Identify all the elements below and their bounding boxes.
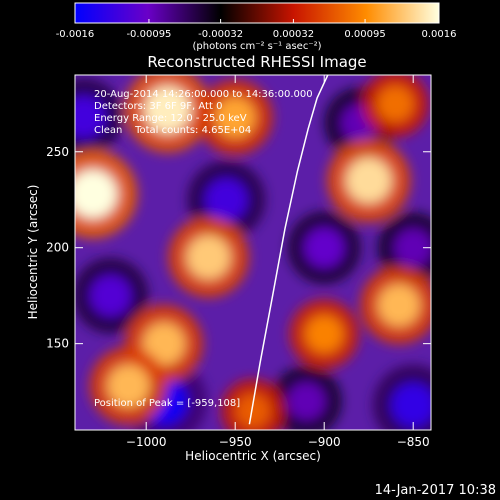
axis-ticks: −1000 −950 −900 −850 150 200 250 — [46, 75, 431, 449]
x-tick-label: −1000 — [126, 435, 167, 449]
colorbar-tick-label: 0.00032 — [273, 29, 314, 40]
emission-source-core — [186, 235, 231, 280]
annotation-line: Energy Range: 12.0 - 25.0 keV — [94, 113, 247, 124]
colorbar-tick-label: -0.00032 — [198, 29, 243, 40]
emission-source-core — [305, 315, 344, 354]
negative-region-core — [75, 95, 106, 139]
emission-source-core — [75, 169, 118, 219]
emission-source-core — [377, 283, 421, 327]
y-axis-label: Heliocentric Y (arcsec) — [26, 185, 40, 320]
negative-region-core — [304, 227, 345, 268]
emission-source-core — [214, 96, 256, 138]
y-tick-label: 200 — [46, 241, 69, 255]
emission-source-core — [142, 322, 186, 365]
colorbar-tick-label: 0.0016 — [422, 29, 457, 40]
colorbar-units-label: (photons cm⁻² s⁻¹ asec⁻²) — [192, 41, 321, 52]
x-tick-label: −850 — [397, 435, 430, 449]
emission-source-core — [235, 393, 271, 429]
annotation-block: 20-Aug-2014 14:26:00.000 to 14:36:00.000… — [94, 89, 313, 136]
emission-source-core — [377, 85, 414, 123]
colorbar-tick-label: -0.00095 — [126, 29, 171, 40]
plot-area: −1000 −950 −900 −850 150 200 250 20-Aug-2014 1… — [46, 74, 432, 449]
x-axis-label: Heliocentric X (arcsec) — [185, 449, 321, 463]
negative-region-core — [394, 228, 431, 267]
emission-source-core — [107, 364, 150, 408]
colorbar-tick-label: 0.00095 — [344, 29, 385, 40]
colorbar-tick-label: -0.0016 — [56, 29, 95, 40]
annotation-line: 20-Aug-2014 14:26:00.000 to 14:36:00.000 — [94, 89, 313, 100]
emission-source-core — [143, 85, 192, 134]
negative-region-core — [391, 382, 431, 428]
plot-frame — [74, 74, 432, 431]
annotation-line: Detectors: 3F 6F 9F, Att 0 — [94, 101, 222, 112]
colorbar-ticks: -0.0016 -0.00095 -0.00032 0.00032 0.00095 0.0… — [56, 19, 457, 40]
peak-position-label: Position of Peak = [-959,108] — [94, 398, 240, 409]
y-tick-label: 250 — [46, 145, 69, 159]
x-tick-label: −900 — [308, 435, 341, 449]
colorbar: -0.0016 -0.00095 -0.00032 0.00032 0.00095 0.0… — [56, 2, 457, 52]
y-tick-label: 150 — [46, 337, 69, 351]
negative-region-core — [90, 275, 132, 317]
x-tick-label: −950 — [219, 435, 252, 449]
colorbar-strip — [74, 2, 440, 24]
negative-region-core — [204, 178, 248, 222]
emission-source-core — [345, 157, 392, 204]
chart-title: Reconstructed RHESSI Image — [147, 53, 366, 71]
negative-region-core — [287, 382, 326, 421]
annotation-line: Clean Total counts: 4.65E+04 — [94, 125, 251, 136]
render-timestamp: 14-Jan-2017 10:38 — [375, 483, 496, 498]
solar-limb-curve — [248, 75, 329, 425]
